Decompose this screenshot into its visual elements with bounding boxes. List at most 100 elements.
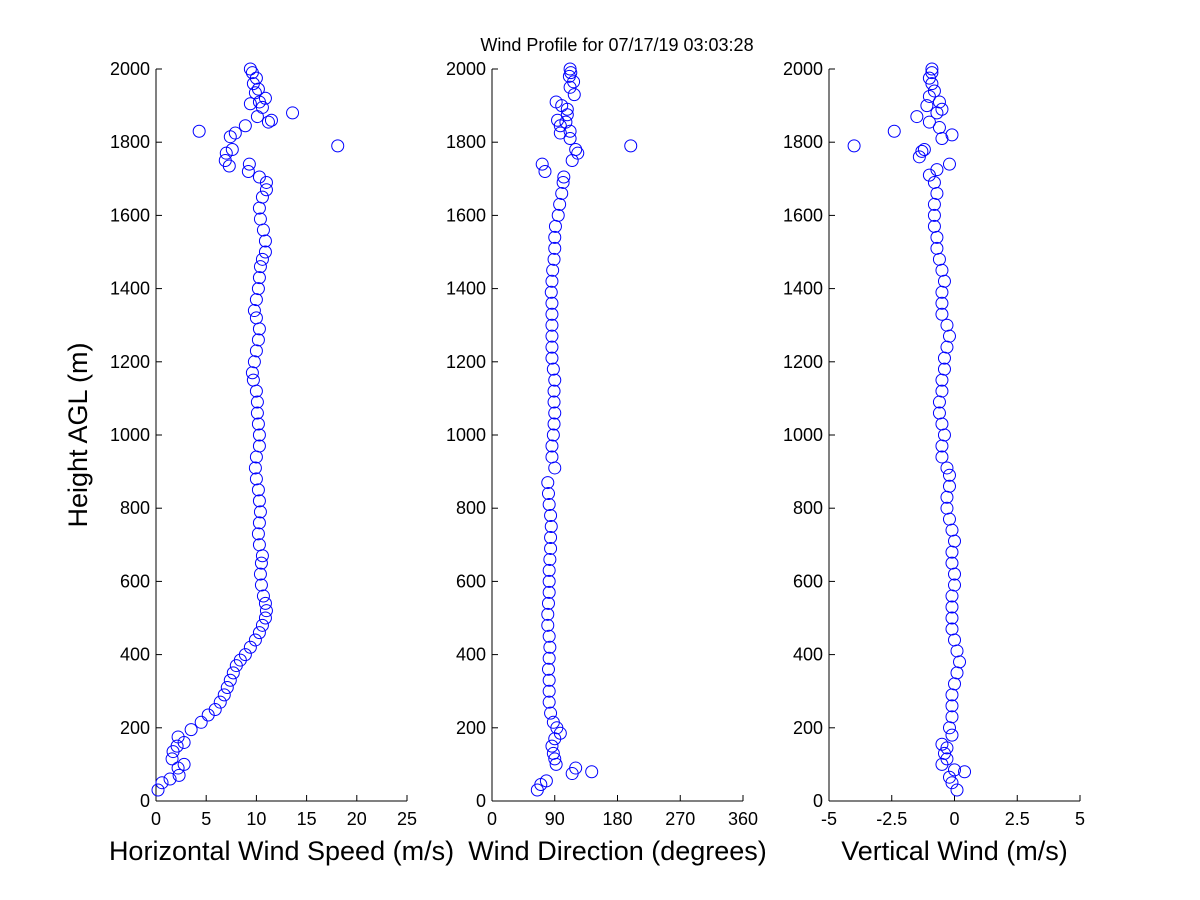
data-point [942, 479, 956, 493]
data-point [251, 333, 265, 347]
data-point [567, 88, 581, 102]
data-point [915, 144, 929, 158]
x-tick-label: 0 [487, 809, 497, 829]
y-tick-label: 0 [140, 791, 150, 811]
x-axis-title: Horizontal Wind Speed (m/s) [109, 836, 454, 866]
data-point [249, 450, 263, 464]
data-point [261, 115, 275, 129]
data-point [238, 648, 252, 662]
data-point [246, 373, 260, 387]
data-point [563, 124, 577, 138]
data-point [545, 340, 559, 354]
data-point [251, 282, 265, 296]
data-point [927, 84, 941, 98]
data-point [940, 318, 954, 332]
data-point [940, 490, 954, 504]
data-point [248, 86, 262, 100]
y-tick-label: 200 [120, 718, 150, 738]
data-point [548, 230, 562, 244]
y-tick-label: 400 [793, 645, 823, 665]
data-point [258, 91, 272, 105]
data-point [937, 362, 951, 376]
data-point [945, 728, 959, 742]
data-point [930, 186, 944, 200]
x-tick-label: 0 [949, 809, 959, 829]
data-point [194, 715, 208, 729]
data-point [249, 384, 263, 398]
data-point [945, 556, 959, 570]
data-point [225, 143, 239, 157]
x-tick-label: 20 [347, 809, 367, 829]
data-point [222, 159, 236, 173]
data-point [249, 293, 263, 307]
data-point [935, 296, 949, 310]
data-point [930, 163, 944, 177]
x-axis-title: Vertical Wind (m/s) [841, 836, 1068, 866]
data-point [247, 355, 261, 369]
data-point [253, 260, 267, 274]
y-tick-label: 1600 [446, 205, 486, 225]
y-tick-label: 600 [120, 571, 150, 591]
x-tick-label: 5 [201, 809, 211, 829]
data-point [932, 95, 946, 109]
data-point [151, 783, 165, 797]
y-tick-label: 1800 [446, 132, 486, 152]
data-point [546, 263, 560, 277]
data-point [948, 534, 961, 548]
data-point [542, 629, 556, 643]
data-point [541, 618, 555, 632]
data-point [950, 666, 964, 680]
x-tick-label: 90 [545, 809, 565, 829]
data-point [547, 384, 561, 398]
figure-title: Wind Profile for 07/17/19 03:03:28 [480, 35, 753, 55]
data-point [548, 373, 562, 387]
data-point [546, 362, 560, 376]
data-point [546, 715, 560, 729]
data-point [242, 157, 256, 171]
data-point [249, 311, 263, 325]
data-point [942, 157, 956, 171]
horizontal-wind-speed-panel: Horizontal Wind Speed (m/s) Height AGL (… [63, 59, 454, 866]
data-point [252, 626, 266, 640]
y-tick-label: 1800 [110, 132, 150, 152]
data-point [948, 578, 961, 592]
data-point [953, 655, 967, 669]
y-tick-label: 1200 [110, 352, 150, 372]
data-point [245, 66, 259, 80]
y-tick-label: 1400 [783, 279, 823, 299]
data-point [258, 611, 272, 625]
data-point [254, 556, 268, 570]
x-axis-title: Wind Direction (degrees) [468, 836, 767, 866]
data-point [927, 219, 941, 233]
data-point [935, 417, 949, 431]
y-tick-label: 0 [813, 791, 823, 811]
data-point [922, 115, 936, 129]
data-point [542, 585, 556, 599]
data-point [542, 673, 556, 687]
data-point [252, 494, 266, 508]
y-tick-label: 1600 [783, 205, 823, 225]
data-point [256, 589, 270, 603]
data-point [948, 763, 961, 777]
data-point [255, 549, 269, 563]
y-tick-label: 400 [120, 645, 150, 665]
data-point [228, 126, 242, 140]
y-tick-label: 2000 [446, 59, 486, 79]
data-point [545, 274, 559, 288]
data-point [932, 395, 946, 409]
data-point [945, 600, 959, 614]
data-point [548, 406, 562, 420]
data-point [551, 208, 565, 222]
data-point [251, 417, 265, 431]
data-point [538, 164, 552, 178]
data-point [220, 681, 234, 695]
y-tick-label: 0 [476, 791, 486, 811]
data-point [563, 62, 577, 76]
data-point [935, 307, 949, 321]
data-point [253, 212, 267, 226]
data-point [171, 730, 185, 744]
data-point [940, 340, 954, 354]
data-point [942, 512, 956, 526]
data-point [935, 263, 949, 277]
data-point [541, 607, 555, 621]
